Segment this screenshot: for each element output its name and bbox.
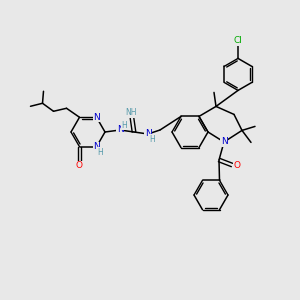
Text: Cl: Cl — [234, 36, 242, 45]
Text: N: N — [93, 113, 100, 122]
Text: H: H — [149, 135, 155, 144]
Text: N: N — [93, 142, 100, 151]
Text: NH: NH — [125, 108, 137, 117]
Text: N: N — [145, 130, 152, 139]
Text: H: H — [121, 121, 127, 130]
Text: O: O — [233, 160, 241, 169]
Text: H: H — [98, 148, 103, 157]
Text: N: N — [220, 137, 227, 146]
Text: O: O — [76, 161, 83, 170]
Text: N: N — [117, 125, 123, 134]
